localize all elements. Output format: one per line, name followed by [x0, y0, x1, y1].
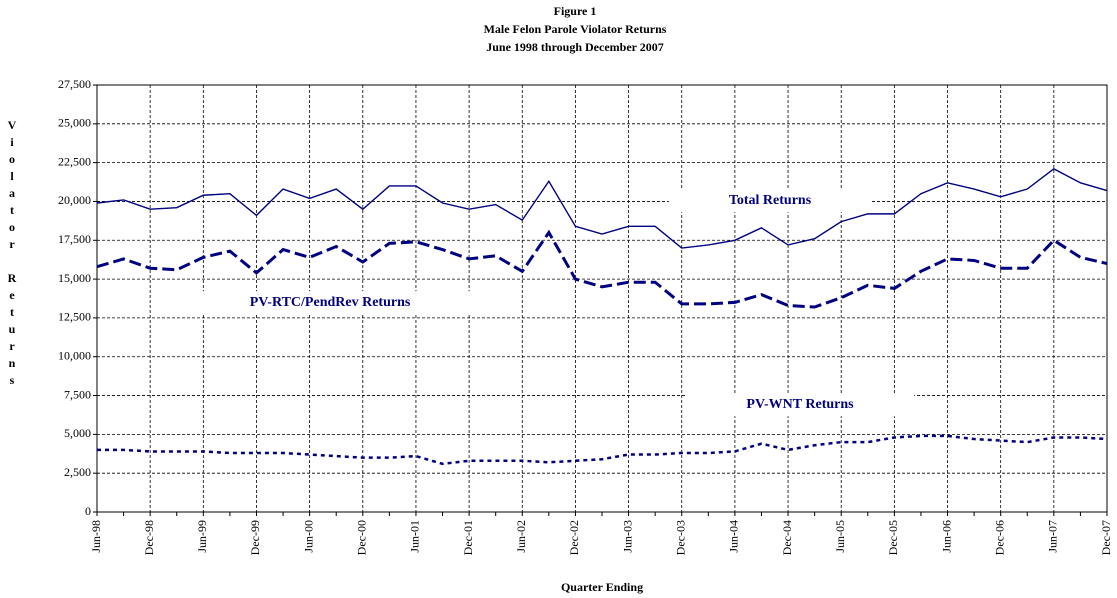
x-tick-label: Jun-05 — [833, 520, 847, 553]
x-tick-label: Dec-01 — [461, 520, 475, 555]
x-tick-label: Jun-02 — [514, 520, 528, 553]
y-tick-label: 20,000 — [58, 193, 91, 207]
x-tick-label: Dec-03 — [673, 520, 687, 555]
legend-label: Total Returns — [729, 193, 812, 208]
y-tick-label: 17,500 — [58, 232, 91, 246]
x-axis-label: Quarter Ending — [561, 580, 643, 594]
x-tick-label: Jun-06 — [939, 520, 953, 553]
legend-label-bg — [668, 189, 872, 213]
y-tick-label: 2,500 — [64, 465, 91, 479]
legend-label-bg — [686, 393, 915, 417]
y-tick-label: 0 — [85, 504, 91, 518]
series-line — [97, 434, 1108, 466]
legend-label-bg — [189, 291, 471, 315]
x-tick-label: Jun-07 — [1046, 520, 1060, 553]
chart-title: June 1998 through December 2007 — [486, 40, 664, 54]
y-tick-label: 25,000 — [58, 116, 91, 130]
y-tick-label: 22,500 — [58, 154, 91, 168]
y-axis-label: Violator Returns — [5, 118, 19, 390]
legend-label: PV-RTC/PendRev Returns — [250, 295, 411, 310]
y-tick-label: 12,500 — [58, 310, 91, 324]
x-tick-label: Dec-98 — [142, 520, 156, 555]
x-tick-label: Jun-03 — [620, 520, 634, 553]
x-tick-label: Dec-00 — [355, 520, 369, 555]
x-tick-label: Dec-05 — [886, 520, 900, 555]
x-tick-label: Dec-02 — [567, 520, 581, 555]
y-tick-label: 27,500 — [58, 77, 91, 91]
legend-label: PV-WNT Returns — [746, 397, 854, 412]
y-tick-label: 15,000 — [58, 271, 91, 285]
series-line — [96, 168, 1108, 249]
x-tick-label: Jun-00 — [301, 520, 315, 553]
x-tick-label: Jun-98 — [89, 520, 103, 553]
chart-title: Figure 1 — [554, 4, 597, 18]
x-tick-label: Dec-04 — [780, 520, 794, 555]
x-tick-label: Jun-99 — [195, 520, 209, 553]
x-tick-label: Dec-07 — [1099, 520, 1113, 555]
x-tick-label: Jun-04 — [727, 520, 741, 553]
y-tick-label: 5,000 — [64, 426, 91, 440]
y-tick-label: 10,000 — [58, 348, 91, 362]
x-tick-label: Dec-06 — [992, 520, 1006, 555]
plot-frame — [96, 84, 1108, 513]
x-tick-label: Jun-01 — [408, 520, 422, 553]
chart-title: Male Felon Parole Violator Returns — [484, 22, 667, 36]
x-tick-label: Dec-99 — [248, 520, 262, 555]
series-line — [96, 229, 1108, 309]
y-tick-label: 7,500 — [64, 387, 91, 401]
